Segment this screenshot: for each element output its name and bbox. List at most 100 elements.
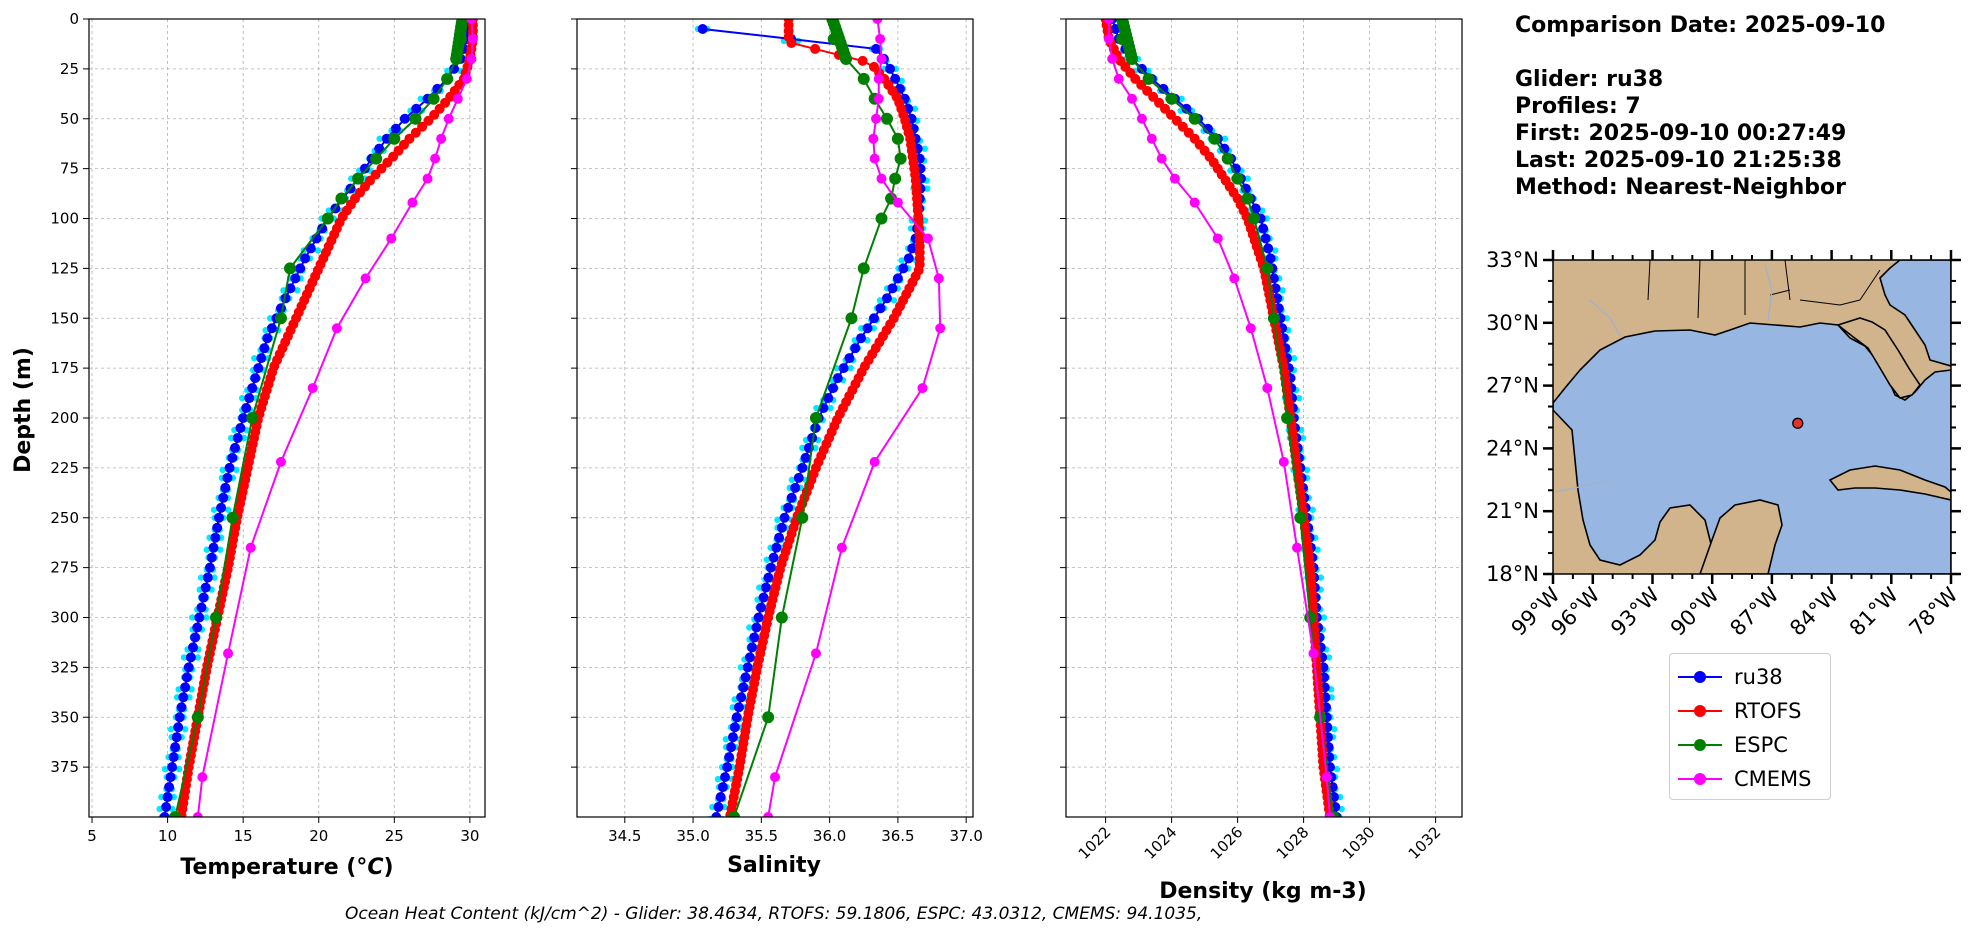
cmems-point <box>1308 648 1319 659</box>
espc-point <box>274 312 287 325</box>
ru38-raw-point <box>1244 175 1251 182</box>
plot-area <box>156 19 478 817</box>
ru38-raw-point <box>921 145 929 152</box>
legend-swatch <box>1678 704 1722 718</box>
ru38-point <box>173 722 184 733</box>
ru38-point <box>222 472 233 483</box>
espc-point <box>409 112 422 125</box>
ru38-raw-point <box>898 77 906 85</box>
cmems-point <box>875 33 886 44</box>
ru38-point <box>390 123 401 134</box>
ru38-point <box>305 243 316 254</box>
ru38-point <box>194 612 205 623</box>
ru38-point <box>747 642 758 653</box>
espc-point <box>284 262 297 275</box>
espc-point <box>1165 92 1178 105</box>
ru38-raw-point <box>167 726 175 733</box>
legend-item-ru38: ru38 <box>1670 660 1830 694</box>
ru38-point <box>726 742 737 753</box>
ru38-point <box>159 812 170 817</box>
espc-point <box>796 511 809 524</box>
ru38-point <box>800 452 811 463</box>
ru38-raw-point <box>756 584 763 591</box>
ru38-point <box>856 333 867 344</box>
ru38-point <box>1270 283 1281 294</box>
ru38-raw-point <box>1295 394 1303 402</box>
cmems-point <box>1113 73 1124 84</box>
ru38-raw-point <box>1178 95 1185 103</box>
rtofs-point <box>786 37 797 48</box>
legend-label: ru38 <box>1734 665 1783 689</box>
ru38-point <box>218 492 229 503</box>
ru38-point <box>697 23 708 34</box>
espc-point <box>857 72 870 85</box>
ru38-point <box>168 752 179 763</box>
rtofs-line <box>180 19 474 816</box>
ru38-point <box>733 702 744 713</box>
ru38-point <box>190 632 201 643</box>
ru38-point <box>729 722 740 733</box>
ru38-point <box>1110 23 1121 34</box>
ru38-point <box>727 732 738 743</box>
legend-label: CMEMS <box>1734 767 1812 791</box>
legend-item-espc: ESPC <box>1670 728 1830 762</box>
map-lon-label: 81°W <box>1845 582 1903 640</box>
cmems-point <box>1156 153 1167 164</box>
cmems-point <box>192 812 203 817</box>
ru38-point <box>751 622 762 633</box>
ru38-point <box>232 432 243 443</box>
cmems-point <box>461 73 472 84</box>
ru38-point <box>740 672 751 683</box>
espc-point <box>857 262 870 275</box>
espc-point <box>1267 312 1280 325</box>
ru38-raw-point <box>714 775 722 783</box>
ru38-point <box>210 532 221 543</box>
ru38-raw-point <box>774 516 781 523</box>
florida-land <box>1836 317 1921 399</box>
ru38-point <box>890 73 901 84</box>
espc-point <box>840 52 853 65</box>
density-panel: 1022 1024 1026 1028 1030 1032 <box>1060 18 1463 863</box>
cmems-point <box>407 197 418 208</box>
ru38-point <box>411 103 422 114</box>
ru38-point <box>241 403 252 414</box>
ru38-point <box>844 353 855 364</box>
ru38-raw-point <box>325 207 332 214</box>
cmems-point <box>223 648 234 659</box>
ru38-point <box>765 562 776 573</box>
espc-point <box>226 511 239 524</box>
legend-swatch <box>1678 772 1722 786</box>
espc-point <box>1281 412 1294 424</box>
ru38-point <box>898 263 909 274</box>
cmems-point <box>917 383 928 394</box>
cmems-point <box>1136 113 1147 124</box>
ru38-point <box>187 642 198 653</box>
ru38-point <box>181 672 192 683</box>
ru38-point <box>1263 243 1274 254</box>
ru38-point <box>832 373 843 384</box>
ru38-point <box>713 802 724 813</box>
ru38-point <box>200 582 211 593</box>
espc-point <box>1208 132 1221 145</box>
map-lon-label: 93°W <box>1606 582 1664 640</box>
ru38-raw-point <box>266 315 274 322</box>
y-tick-label: 25 <box>60 60 79 78</box>
y-tick-label: 125 <box>50 259 79 277</box>
cmems-point <box>275 456 286 467</box>
ru38-point <box>235 422 246 433</box>
axes-frame <box>576 18 974 818</box>
temperature-panel: 5 10 15 20 25 3002550751001251501752002252502… <box>50 10 486 845</box>
ru38-raw-point <box>219 466 226 474</box>
espc-point <box>889 172 902 185</box>
ru38-raw-point <box>1303 466 1311 474</box>
x-tick-label: 35.0 <box>676 827 709 845</box>
ru38-raw-point <box>890 297 898 304</box>
ru38-point <box>1258 223 1269 234</box>
ru38-point <box>1250 203 1261 214</box>
profile-count: Profiles: 7 <box>1515 94 1641 119</box>
cmems-point <box>935 323 946 334</box>
interpolation-method: Method: Nearest-Neighbor <box>1515 175 1846 200</box>
ru38-point <box>206 552 217 563</box>
y-tick-label: 275 <box>50 559 79 577</box>
legend-label: ESPC <box>1734 733 1788 757</box>
